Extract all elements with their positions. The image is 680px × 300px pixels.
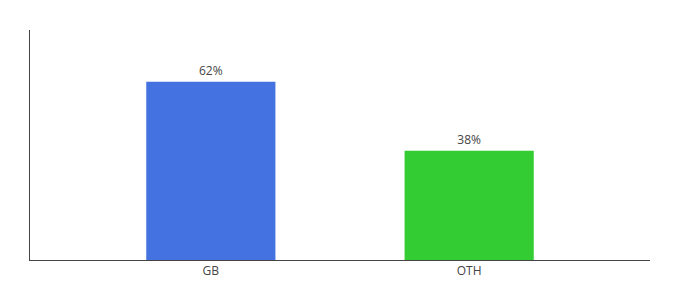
svg-text:38%: 38% [457,131,481,148]
svg-text:OTH: OTH [457,262,482,279]
svg-text:GB: GB [203,262,220,279]
svg-text:62%: 62% [199,62,223,79]
